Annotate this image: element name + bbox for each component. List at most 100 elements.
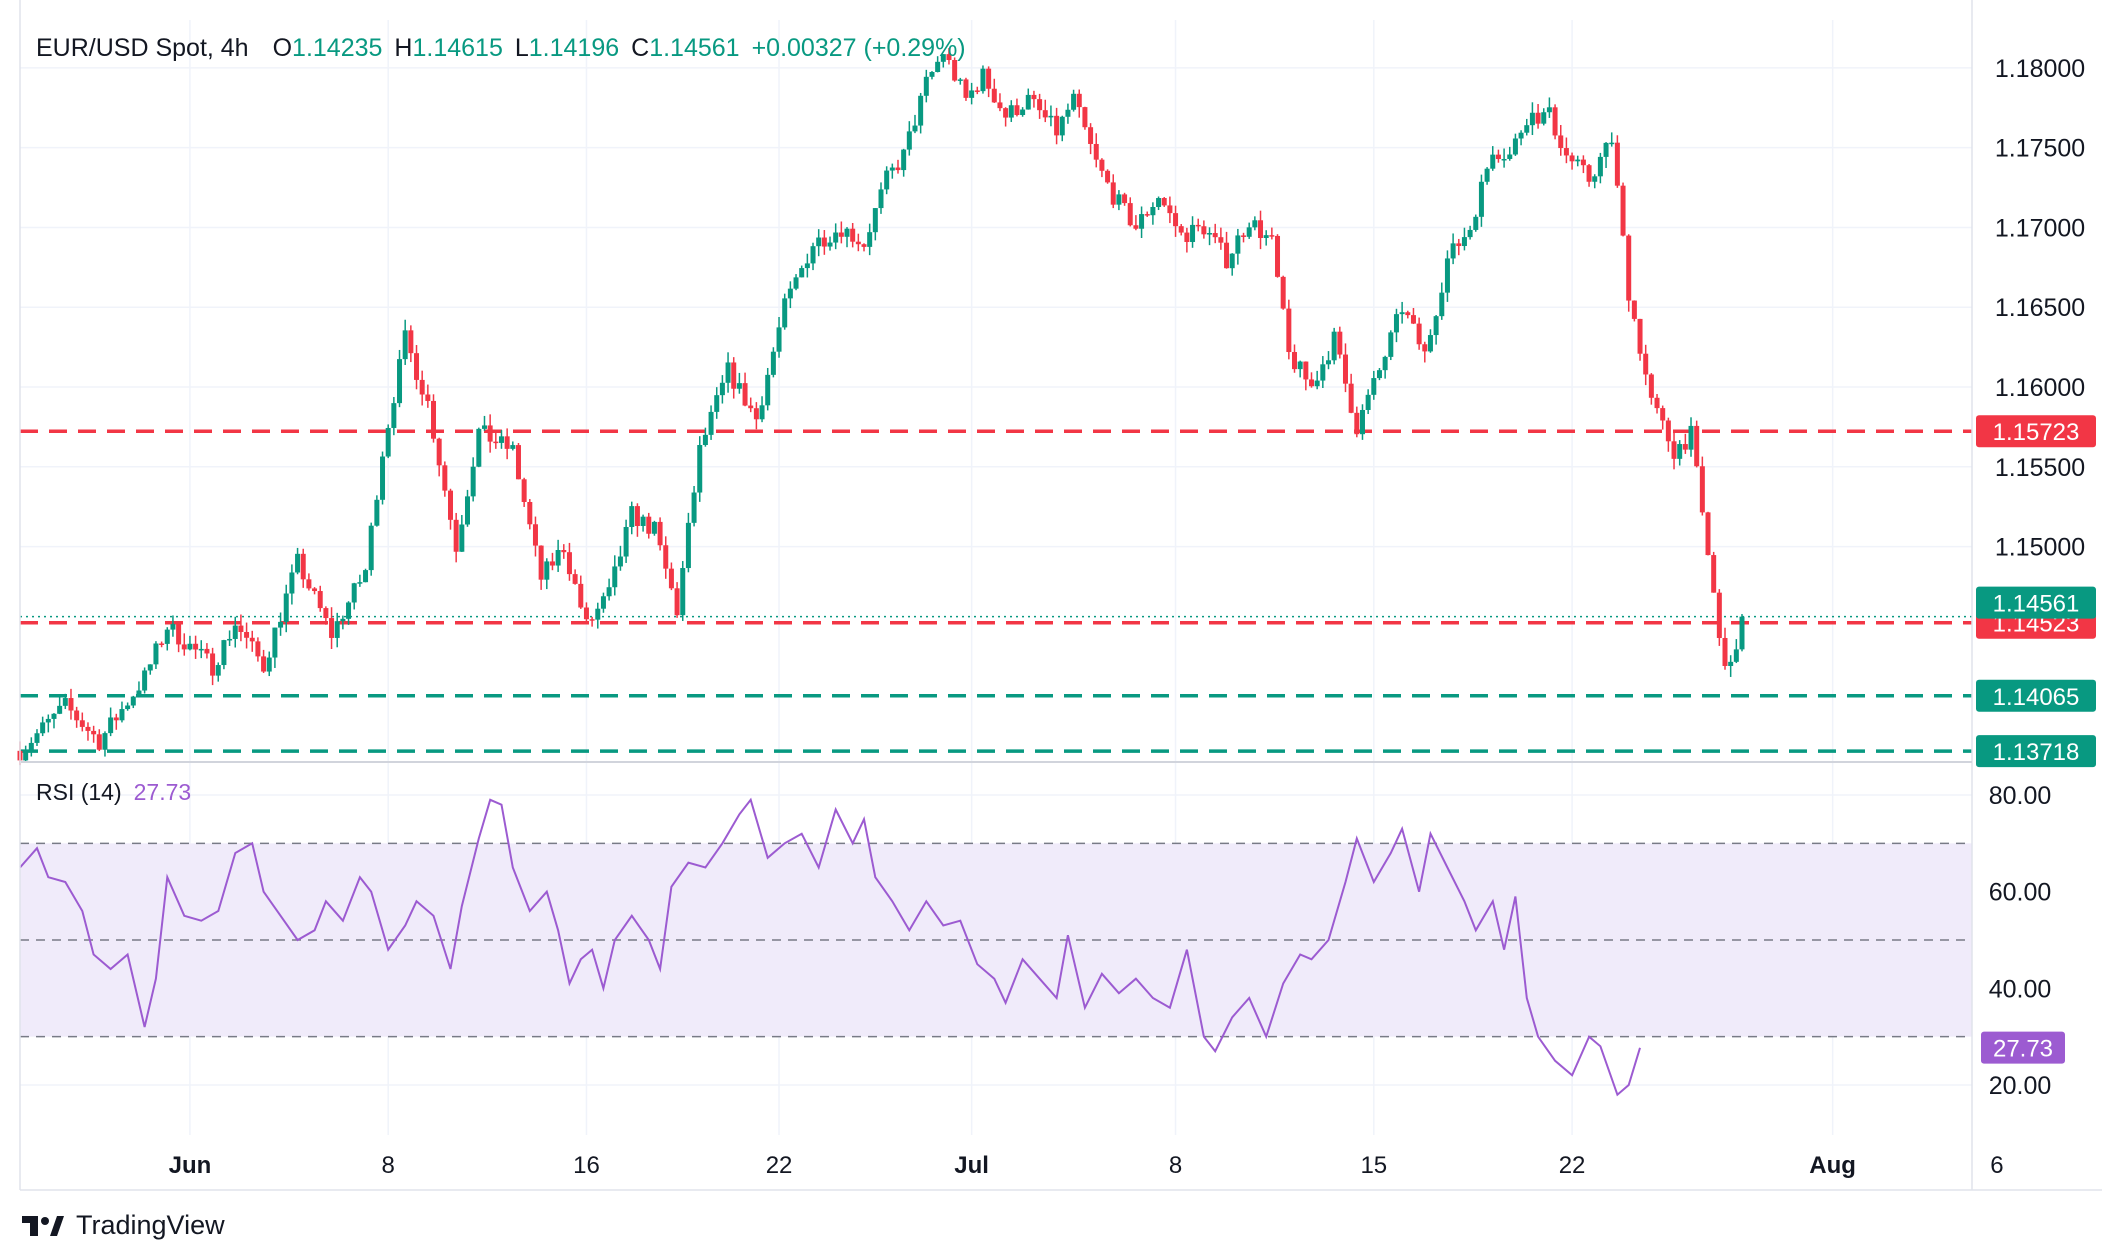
candle-body [1099, 159, 1105, 171]
candle-body [1292, 352, 1298, 370]
candle-body [827, 242, 833, 247]
candle-body [997, 102, 1003, 109]
candle-body [102, 733, 108, 750]
candle-body [481, 425, 487, 429]
candle-body [68, 698, 74, 711]
candle-body [1399, 312, 1405, 315]
candle-body [1037, 99, 1043, 111]
candle-body [385, 427, 391, 457]
rsi-value: 27.73 [133, 779, 192, 805]
candle-body [181, 644, 187, 650]
candle-body [1076, 93, 1082, 108]
candle-body [334, 621, 340, 638]
candle-body [1626, 235, 1632, 301]
candle-body [1376, 370, 1382, 379]
candle-body [476, 428, 482, 467]
time-axis-label: Jun [169, 1152, 212, 1179]
candle-body [1054, 115, 1060, 136]
candle-body [663, 545, 669, 569]
candle-body [1563, 148, 1569, 156]
candle-body [1008, 105, 1014, 118]
candle-body [1212, 233, 1218, 238]
candle-body [147, 664, 153, 671]
level-price-badge [1976, 735, 2096, 768]
candle-body [1207, 233, 1213, 235]
rsi-tick-label: 80.00 [1989, 782, 2052, 810]
candle-body [153, 643, 159, 665]
price-tick-label: 1.15000 [1995, 534, 2085, 562]
candle-body [1427, 335, 1433, 352]
candle-body [538, 545, 544, 580]
candle-body [1342, 354, 1348, 384]
candle-body [1071, 93, 1077, 110]
candle-body [425, 394, 431, 401]
candle-body [170, 624, 176, 630]
support-resistance-levels [20, 429, 1972, 753]
time-axis-label: 6 [1990, 1152, 2003, 1179]
time-axis-label: Aug [1809, 1152, 1856, 1179]
candle-body [1371, 378, 1377, 395]
candle-body [906, 131, 912, 150]
candle-body [1444, 258, 1450, 293]
candle-body [1660, 408, 1666, 421]
time-axis-label: 8 [1169, 1152, 1182, 1179]
candle-body [629, 506, 635, 527]
candle-body [1467, 229, 1473, 238]
candle-body [119, 709, 125, 721]
candle-body [1620, 185, 1626, 236]
price-candles [17, 48, 1745, 766]
candle-body [940, 54, 946, 62]
candle-body [329, 618, 335, 638]
candle-body [770, 351, 776, 375]
candle-body [295, 553, 301, 573]
candle-body [1082, 107, 1088, 128]
candle-body [1507, 154, 1513, 159]
symbol-title[interactable]: EUR/USD Spot, 4h [36, 34, 249, 62]
candle-body [1190, 224, 1196, 242]
candle-body [810, 246, 816, 264]
price-tick-label: 1.17500 [1995, 135, 2085, 163]
candle-body [453, 519, 459, 552]
rsi-legend[interactable]: RSI (14) 27.73 [36, 779, 191, 806]
candle-body [850, 228, 856, 242]
candle-body [1269, 235, 1275, 237]
price-tick-label: 1.16500 [1995, 294, 2085, 322]
candle-body [889, 167, 895, 171]
candle-body [901, 149, 907, 171]
candle-body [1592, 176, 1598, 182]
candle-body [1359, 409, 1365, 435]
candle-body [28, 742, 34, 751]
candle-body [1025, 94, 1031, 110]
candle-body [414, 353, 420, 380]
candle-body [397, 359, 403, 404]
candle-body [374, 499, 380, 526]
candle-body [464, 496, 470, 525]
close-label: C [631, 34, 650, 62]
candle-body [697, 445, 703, 493]
candle-body [1495, 154, 1501, 160]
candle-body [1382, 356, 1388, 371]
candle-body [549, 561, 555, 566]
candle-body [487, 425, 493, 442]
candle-body [991, 88, 997, 103]
candle-body [312, 588, 318, 592]
candle-body [1609, 142, 1615, 145]
candle-body [1643, 353, 1649, 375]
candle-body [804, 263, 810, 269]
candle-body [1241, 235, 1247, 237]
candle-body [974, 90, 980, 92]
candle-body [1139, 214, 1145, 229]
time-axis-label: 8 [382, 1152, 395, 1179]
candle-body [555, 550, 561, 566]
candle-body [125, 705, 131, 710]
level-price-badge-text: 1.15723 [1993, 419, 2080, 446]
candle-body [142, 670, 148, 691]
candle-body [680, 568, 686, 616]
candle-body [776, 327, 782, 352]
candle-body [861, 244, 867, 247]
candle-body [872, 208, 878, 233]
axes[interactable]: Jun 8 16 22 Jul 8 15 22 Aug 6 [19, 0, 2102, 1191]
candle-body [1184, 232, 1190, 242]
tradingview-logo[interactable]: TradingView [22, 1210, 225, 1241]
candle-body [1416, 323, 1422, 345]
